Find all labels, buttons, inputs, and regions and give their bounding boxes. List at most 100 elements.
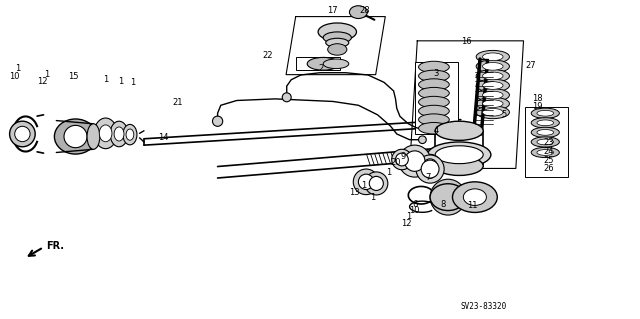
Ellipse shape	[307, 57, 339, 70]
Bar	[525, 107, 568, 177]
Ellipse shape	[483, 108, 503, 116]
Ellipse shape	[483, 100, 503, 108]
Text: 1: 1	[103, 75, 108, 84]
Ellipse shape	[476, 50, 509, 63]
Ellipse shape	[99, 125, 112, 142]
Text: 12: 12	[401, 219, 412, 228]
Ellipse shape	[537, 110, 554, 116]
Ellipse shape	[64, 125, 87, 148]
Text: 23: 23	[544, 138, 554, 147]
Circle shape	[15, 126, 30, 142]
Text: 13: 13	[349, 189, 360, 197]
Ellipse shape	[476, 89, 509, 101]
Ellipse shape	[476, 79, 509, 92]
Text: 1: 1	[118, 77, 123, 86]
Ellipse shape	[110, 121, 128, 147]
Ellipse shape	[483, 82, 503, 89]
Text: 6: 6	[412, 200, 417, 209]
Circle shape	[212, 116, 223, 126]
Ellipse shape	[419, 105, 449, 117]
Text: 1: 1	[131, 78, 136, 87]
Ellipse shape	[326, 38, 349, 47]
Bar	[296, 57, 340, 70]
Ellipse shape	[430, 184, 466, 211]
Ellipse shape	[483, 53, 503, 61]
Ellipse shape	[531, 108, 559, 118]
Ellipse shape	[537, 120, 554, 126]
Text: 2: 2	[319, 64, 324, 73]
Circle shape	[353, 169, 379, 195]
Ellipse shape	[419, 96, 449, 108]
Ellipse shape	[328, 44, 347, 55]
Ellipse shape	[476, 106, 509, 119]
Circle shape	[365, 172, 388, 195]
Ellipse shape	[476, 70, 509, 82]
Text: 8: 8	[441, 200, 446, 209]
Text: 1: 1	[386, 168, 391, 177]
Ellipse shape	[318, 23, 356, 41]
Text: 5: 5	[502, 110, 507, 119]
Circle shape	[396, 153, 408, 166]
Text: 25: 25	[544, 156, 554, 165]
Ellipse shape	[419, 61, 449, 73]
Circle shape	[421, 164, 439, 182]
Circle shape	[282, 93, 291, 102]
Ellipse shape	[123, 124, 137, 145]
Ellipse shape	[87, 124, 100, 149]
Ellipse shape	[531, 118, 559, 128]
Text: 22: 22	[262, 51, 273, 60]
Text: 11: 11	[467, 201, 477, 210]
Text: 4: 4	[434, 126, 439, 135]
Text: 14: 14	[158, 133, 168, 142]
Ellipse shape	[419, 79, 449, 90]
Text: 1: 1	[371, 193, 376, 202]
Ellipse shape	[419, 122, 449, 134]
Ellipse shape	[435, 121, 483, 140]
Text: 3: 3	[434, 69, 439, 78]
Text: 9: 9	[401, 152, 406, 161]
Ellipse shape	[476, 60, 509, 73]
Text: 15: 15	[68, 72, 79, 81]
Circle shape	[404, 151, 425, 171]
Circle shape	[425, 168, 435, 178]
Ellipse shape	[323, 32, 351, 43]
Ellipse shape	[126, 129, 134, 140]
Circle shape	[358, 174, 374, 189]
Ellipse shape	[419, 114, 449, 125]
Circle shape	[369, 176, 383, 190]
Text: 26: 26	[544, 164, 554, 173]
Circle shape	[423, 159, 437, 173]
Ellipse shape	[537, 150, 554, 155]
Ellipse shape	[537, 130, 554, 135]
Ellipse shape	[483, 91, 503, 99]
Text: 1: 1	[44, 70, 49, 79]
Ellipse shape	[452, 182, 497, 212]
Ellipse shape	[531, 127, 559, 137]
Ellipse shape	[94, 118, 117, 149]
Text: 1: 1	[361, 181, 366, 189]
Text: 27: 27	[526, 61, 536, 70]
Ellipse shape	[483, 63, 503, 70]
Circle shape	[392, 149, 412, 170]
Bar	[415, 62, 458, 134]
Circle shape	[421, 160, 439, 178]
Text: 17: 17	[328, 6, 338, 15]
Text: 1: 1	[406, 212, 411, 221]
Text: 7: 7	[425, 173, 430, 182]
Circle shape	[416, 155, 444, 183]
Ellipse shape	[483, 72, 503, 80]
Circle shape	[419, 136, 426, 144]
Ellipse shape	[435, 156, 483, 175]
Ellipse shape	[435, 146, 483, 164]
Text: 18: 18	[532, 94, 543, 103]
Ellipse shape	[463, 189, 486, 205]
Ellipse shape	[537, 139, 554, 145]
Ellipse shape	[476, 97, 509, 110]
Ellipse shape	[419, 87, 449, 99]
Circle shape	[419, 154, 442, 177]
Ellipse shape	[114, 127, 124, 141]
Ellipse shape	[54, 119, 97, 154]
Ellipse shape	[531, 147, 559, 158]
Ellipse shape	[349, 6, 367, 19]
Circle shape	[10, 121, 35, 147]
